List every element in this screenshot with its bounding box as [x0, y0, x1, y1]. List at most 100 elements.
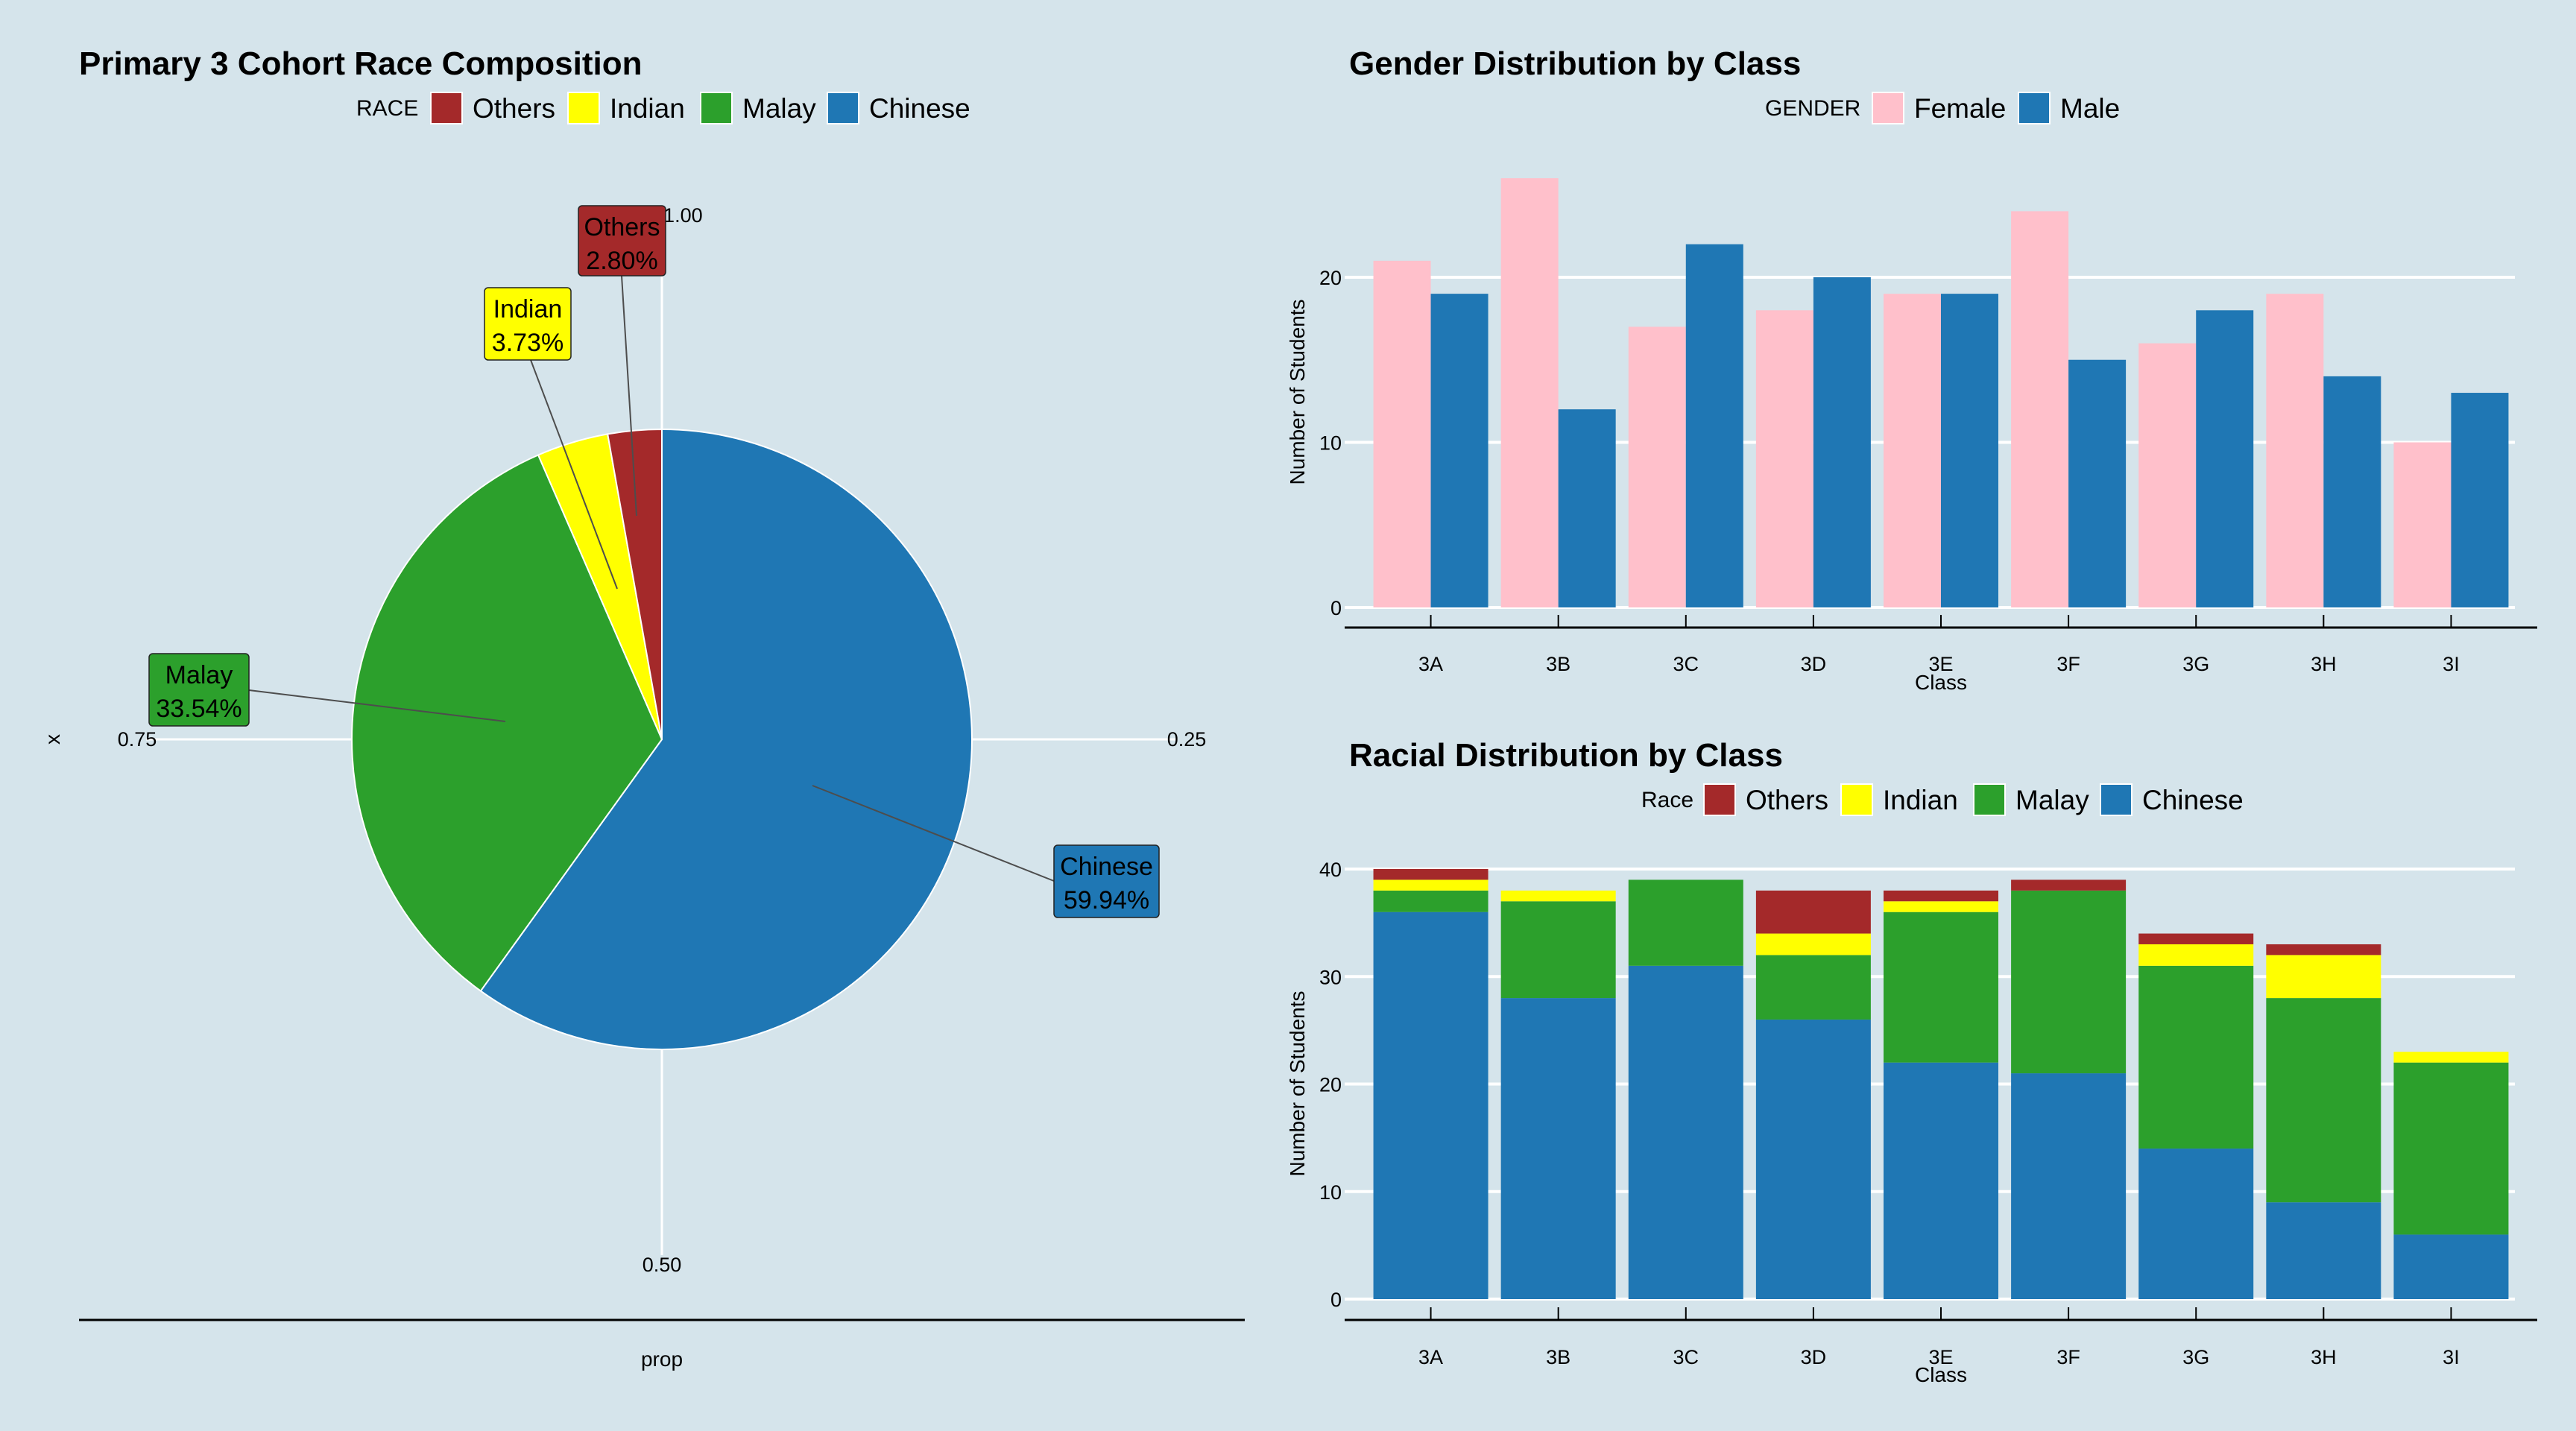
bar-3F-female [2011, 211, 2069, 607]
legend-key-chinese [2100, 783, 2133, 816]
legend-label-others: Others [473, 93, 555, 124]
y-tick-label-0: 0 [1330, 1289, 1342, 1311]
legend-label-malay: Malay [2015, 785, 2089, 815]
bar-3H-others [2266, 944, 2381, 955]
pie-leader-indian [530, 359, 618, 590]
bar-3G-others [2138, 933, 2254, 944]
y-tick-label-10: 10 [1319, 432, 1342, 455]
pie-legend: RACE Others Indian Malay Chinese [356, 92, 970, 124]
gender-x-axis-title: Class [1915, 671, 1967, 694]
legend-label-chinese: Chinese [2142, 785, 2244, 815]
bar-3C-malay [1628, 879, 1743, 966]
legend-label-indian: Indian [610, 93, 685, 124]
bar-3G-indian [2138, 944, 2254, 966]
pie-slice-others [607, 428, 663, 740]
x-tick-label-3B: 3B [1546, 653, 1570, 675]
bar-3E-female [1884, 294, 1941, 607]
bar-3F-others [2011, 879, 2127, 891]
legend-key-others [430, 92, 463, 124]
x-tick-label-3G: 3G [2182, 1346, 2209, 1368]
pie-label-box-malay [148, 653, 250, 727]
y-tick-label-20: 20 [1319, 267, 1342, 289]
pie-theta-tick-2: 0.50 [643, 1254, 682, 1276]
racial-plot-area: 0 10 20 30 40 3A 3B 3C 3D 3E 3F 3G 3H 3I [1319, 859, 2537, 1368]
legend-key-chinese [827, 92, 859, 124]
bar-3A-malay [1373, 890, 1489, 912]
x-tick-label-3F: 3F [2056, 1346, 2080, 1368]
bar-3I-indian [2393, 1052, 2509, 1063]
legend-label-female: Female [1914, 93, 2006, 124]
bar-3H-indian [2266, 955, 2381, 999]
bar-3I-chinese [2393, 1234, 2509, 1299]
y-tick-label-0: 0 [1330, 597, 1342, 619]
gender-title: Gender Distribution by Class [1349, 45, 1801, 82]
bar-3B-malay [1500, 901, 1616, 999]
pie-label-value-chinese: 59.94% [1064, 886, 1149, 914]
gender-legend: GENDER Female Male [1765, 92, 2120, 124]
x-tick-label-3A: 3A [1418, 653, 1443, 675]
racial-y-axis-title: Number of Students [1286, 991, 1309, 1176]
bar-3D-indian [1755, 933, 1871, 955]
x-tick-label-3G: 3G [2182, 653, 2209, 675]
pie-leader-malay [248, 689, 506, 722]
pie-x-axis-title: prop [641, 1348, 683, 1371]
pie-panel: Primary 3 Cohort Race Composition RACE O… [41, 45, 1245, 1371]
x-tick-label-3H: 3H [2311, 653, 2337, 675]
legend-key-indian [567, 92, 600, 124]
pie-slice-malay [351, 454, 663, 992]
y-tick-label-10: 10 [1319, 1181, 1342, 1204]
pie-label-name-chinese: Chinese [1060, 853, 1153, 881]
pie-legend-title: RACE [356, 96, 418, 121]
pie-title: Primary 3 Cohort Race Composition [79, 45, 642, 82]
x-tick-label-3I: 3I [2443, 1346, 2460, 1368]
y-tick-label-20: 20 [1319, 1074, 1342, 1096]
bar-3D-others [1755, 890, 1871, 934]
bar-3A-female [1373, 260, 1431, 607]
x-tick-label-3H: 3H [2311, 1346, 2337, 1368]
pie-labels: Chinese 59.94% Malay 33.54% Indian 3.73% Other… [148, 205, 1160, 918]
pie-label-name-malay: Malay [165, 661, 233, 689]
x-tick-label-3C: 3C [1673, 1346, 1699, 1368]
pie-label-name-indian: Indian [493, 295, 563, 323]
bar-3H-male [2323, 376, 2381, 607]
x-tick-label-3I: 3I [2443, 653, 2460, 675]
legend-key-male [2018, 92, 2051, 124]
bar-3E-indian [1884, 901, 1998, 912]
pie-label-box-indian [484, 287, 572, 361]
bar-3I-male [2451, 393, 2509, 607]
x-tick-label-3D: 3D [1801, 1346, 1827, 1368]
bar-3H-female [2266, 294, 2324, 607]
bar-3E-malay [1884, 912, 1998, 1063]
pie-leader-chinese [812, 785, 1055, 882]
gender-plot-area: 0 10 20 3A 3B 3C 3D 3E 3F 3G 3H 3I [1319, 178, 2537, 675]
bar-3A-others [1373, 869, 1489, 880]
x-tick-label-3C: 3C [1673, 653, 1699, 675]
x-tick-label-3E: 3E [1928, 1346, 1953, 1368]
gender-y-axis-title: Number of Students [1286, 299, 1309, 484]
pie-theta-tick-1: 0.25 [1167, 728, 1207, 751]
legend-label-others: Others [1746, 785, 1828, 815]
legend-key-others [1703, 783, 1736, 816]
bar-3G-malay [2138, 965, 2254, 1149]
bar-3F-chinese [2011, 1073, 2127, 1299]
legend-label-indian: Indian [1883, 785, 1958, 815]
pie-label-value-others: 2.80% [586, 247, 657, 275]
pie-label-box-others [578, 205, 666, 277]
x-tick-label-3B: 3B [1546, 1346, 1570, 1368]
x-tick-label-3E: 3E [1928, 653, 1953, 675]
racial-legend-title: Race [1641, 788, 1693, 812]
racial-panel: Racial Distribution by Class Race Others… [1286, 737, 2537, 1386]
bar-3C-chinese [1628, 965, 1743, 1299]
gender-legend-title: GENDER [1765, 96, 1860, 121]
bar-3B-female [1500, 178, 1559, 608]
bar-3A-male [1430, 294, 1489, 607]
bar-3D-female [1755, 310, 1813, 607]
racial-title: Racial Distribution by Class [1349, 737, 1783, 774]
racial-legend: Race Others Indian Malay Chinese [1641, 783, 2244, 816]
gender-panel: Gender Distribution by Class GENDER Fema… [1286, 45, 2537, 694]
bar-3E-others [1884, 890, 1998, 902]
bar-3D-malay [1755, 955, 1871, 1020]
y-tick-label-30: 30 [1319, 966, 1342, 988]
pie-label-value-malay: 33.54% [156, 695, 242, 723]
